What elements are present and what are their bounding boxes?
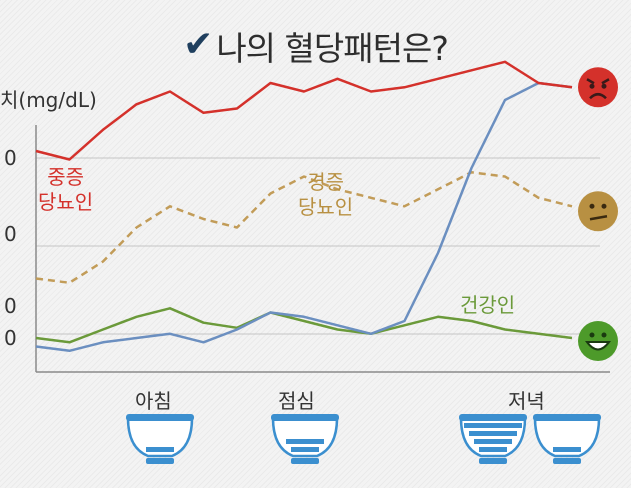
chart-title: ✔ 나의 혈당패턴은?	[0, 22, 631, 70]
meal-bowls	[126, 414, 601, 464]
face-icons	[578, 67, 618, 361]
series-label-line: 경증	[307, 170, 344, 194]
series-label-line: 당뇨인	[38, 190, 94, 214]
bowl-body	[533, 416, 601, 458]
bowl-rim	[459, 414, 527, 421]
bowl-stripe	[464, 423, 522, 428]
face-mouth	[589, 93, 607, 100]
bowl-foot	[291, 458, 319, 464]
bowl-rim	[533, 414, 601, 421]
face-mouth	[585, 341, 611, 351]
series-label-line: 당뇨인	[298, 195, 354, 219]
series-lines	[35, 60, 573, 353]
bowl-rim	[271, 414, 339, 421]
check-icon: ✔	[183, 24, 213, 65]
series-label-severe: 중증 당뇨인	[38, 165, 93, 215]
bowl-icon	[533, 414, 601, 464]
neutral-face-icon	[578, 191, 618, 232]
bowl-stripe	[291, 447, 319, 452]
face-eyebrows	[586, 78, 610, 85]
chart-title-text: 나의 혈당패턴은?	[216, 29, 449, 68]
bowl-stripe	[146, 447, 174, 452]
y-tick-label: 0	[4, 326, 17, 350]
bowl-stripe	[469, 431, 517, 436]
bowl-foot	[553, 458, 581, 464]
bowl-icon	[126, 414, 194, 464]
series-line	[35, 171, 573, 285]
bowl-stripe	[479, 447, 507, 452]
series-line	[35, 307, 573, 344]
series-label-line: 중증	[47, 165, 84, 189]
gridlines	[36, 157, 600, 335]
sad-face-icon	[578, 67, 618, 108]
series-label-mild: 경증 당뇨인	[298, 170, 353, 220]
face-mouth	[589, 215, 608, 221]
series-line	[35, 60, 573, 161]
bowl-icon	[271, 414, 339, 464]
meal-label-breakfast: 아침	[135, 389, 172, 413]
face-eye	[601, 83, 607, 89]
series-label-line: 건강인	[460, 293, 516, 317]
face-eye	[589, 83, 595, 89]
face-eye	[601, 332, 607, 338]
series-label-healthy: 건강인	[460, 293, 515, 318]
bowl-body	[126, 416, 194, 458]
y-tick-label: 0	[4, 222, 17, 246]
face-eye	[589, 332, 595, 338]
bowl-foot	[146, 458, 174, 464]
meal-label-lunch: 점심	[278, 389, 315, 413]
bowl-body	[271, 416, 339, 458]
bowl-foot	[479, 458, 507, 464]
face-eye	[589, 203, 595, 209]
bowl-stripe	[553, 447, 581, 452]
axes	[35, 125, 610, 373]
bowl-stripe	[474, 439, 512, 444]
bowl-rim	[126, 414, 194, 421]
face-eye	[601, 203, 607, 209]
meal-label-dinner: 저녁	[508, 389, 545, 413]
bowl-icon	[459, 414, 527, 464]
series-line	[35, 81, 573, 353]
y-tick-label: 0	[4, 294, 17, 318]
bowl-stripe	[286, 439, 324, 444]
y-axis-label: 치(mg/dL)	[0, 88, 97, 112]
y-tick-label: 0	[4, 146, 17, 170]
